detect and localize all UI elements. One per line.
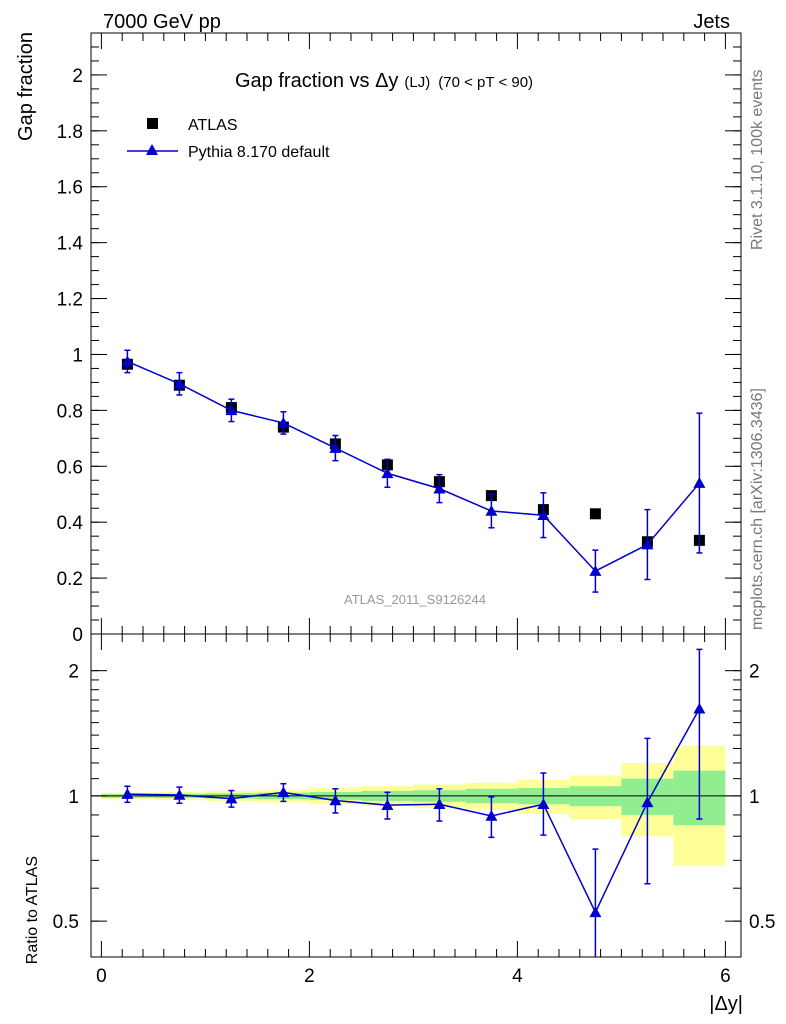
ratio-xtick-label: 0 bbox=[96, 966, 107, 987]
ratio-ytick-label-right: 2 bbox=[749, 662, 760, 683]
legend-atlas-label: ATLAS bbox=[188, 117, 238, 134]
main-ytick-label: 1.4 bbox=[57, 234, 84, 255]
pythia-point bbox=[589, 565, 602, 576]
ratio-point bbox=[225, 792, 238, 804]
ratio-data-marks bbox=[121, 648, 706, 957]
ratio-point bbox=[433, 798, 446, 810]
ratio-point bbox=[381, 799, 394, 810]
main-ytick-label: 0.6 bbox=[57, 457, 83, 478]
atlas-point bbox=[589, 508, 601, 520]
mcplots-label: mcplots.cern.ch [arXiv:1306.3436] bbox=[749, 388, 766, 630]
main-data-marks bbox=[121, 349, 706, 593]
ratio-ytick-label: 0.5 bbox=[53, 912, 79, 933]
ratio-ylabel: Ratio to ATLAS bbox=[24, 856, 41, 964]
main-ylabel: Gap fraction bbox=[15, 32, 37, 141]
ratio-ytick-label: 1 bbox=[68, 787, 79, 808]
ratio-ytick-label-right: 1 bbox=[749, 787, 760, 808]
rivet-version-label: Rivet 3.1.10, 100k events bbox=[749, 69, 766, 250]
pythia-point bbox=[329, 442, 342, 453]
ratio-point bbox=[589, 906, 602, 918]
main-ytick-label: 0.4 bbox=[57, 513, 84, 534]
ratio-axes: 0 2 4 6 0.5 0.5 1 1 2 2 bbox=[53, 633, 775, 987]
main-ytick-label: 0.8 bbox=[57, 401, 83, 422]
pythia-point bbox=[485, 505, 498, 516]
ratio-point bbox=[329, 794, 342, 806]
ratio-point bbox=[641, 796, 654, 808]
ratio-point bbox=[121, 788, 134, 799]
main-ytick-label: 1.2 bbox=[57, 290, 83, 311]
pythia-point bbox=[641, 538, 654, 550]
ratio-point bbox=[485, 809, 498, 821]
ratio-ytick-label: 2 bbox=[68, 662, 79, 683]
pythia-point bbox=[173, 377, 186, 389]
main-ytick-label: 1.6 bbox=[57, 178, 83, 199]
main-ytick-label: 2 bbox=[72, 66, 83, 87]
pythia-point bbox=[381, 467, 394, 479]
ratio-uncertainty-bands bbox=[101, 745, 726, 866]
legend-pythia-marker bbox=[146, 144, 158, 155]
ratio-point bbox=[537, 798, 550, 810]
pythia-point bbox=[225, 404, 238, 416]
pythia-point bbox=[121, 355, 134, 367]
main-title-prefix: Gap fraction vs bbox=[235, 70, 375, 92]
ratio-line bbox=[127, 708, 701, 915]
ratio-xtick-label: 4 bbox=[512, 966, 523, 987]
ratio-xtick-label: 2 bbox=[304, 966, 315, 987]
main-ytick-label: 1.8 bbox=[57, 122, 83, 143]
ratio-xlabel: |Δy| bbox=[709, 993, 743, 1015]
ratio-xtick-label: 6 bbox=[720, 966, 731, 987]
main-axes: 0 0.2 0.4 0.6 0.8 1 1.2 1.4 1.6 1.8 2 bbox=[57, 32, 742, 646]
pythia-point bbox=[433, 482, 446, 494]
process-label: Jets bbox=[693, 11, 730, 33]
main-title-symbol: Δy bbox=[375, 70, 398, 92]
legend-pythia-label: Pythia 8.170 default bbox=[188, 144, 330, 161]
main-title-small: (LJ) bbox=[404, 74, 430, 91]
analysis-watermark: ATLAS_2011_S9126244 bbox=[344, 592, 486, 607]
pythia-point bbox=[277, 416, 290, 428]
ratio-point bbox=[277, 786, 290, 798]
legend-atlas-marker bbox=[147, 118, 158, 129]
main-ytick-label: 1 bbox=[72, 345, 83, 366]
pythia-point bbox=[537, 509, 550, 520]
pythia-line bbox=[127, 360, 700, 573]
main-ytick-label: 0 bbox=[72, 625, 83, 646]
legend: ATLAS Pythia 8.170 default bbox=[127, 117, 330, 161]
ratio-ytick-label-right: 0.5 bbox=[749, 912, 775, 933]
main-title: Gap fraction vs Δy (LJ) (70 < pT < 90) bbox=[235, 70, 533, 92]
ratio-point bbox=[173, 789, 186, 800]
main-ytick-label: 0.2 bbox=[57, 569, 83, 590]
energy-label: 7000 GeV pp bbox=[103, 11, 221, 33]
main-title-range: (70 < pT < 90) bbox=[438, 74, 533, 91]
ratio-point bbox=[693, 702, 706, 714]
pythia-point bbox=[693, 477, 706, 488]
